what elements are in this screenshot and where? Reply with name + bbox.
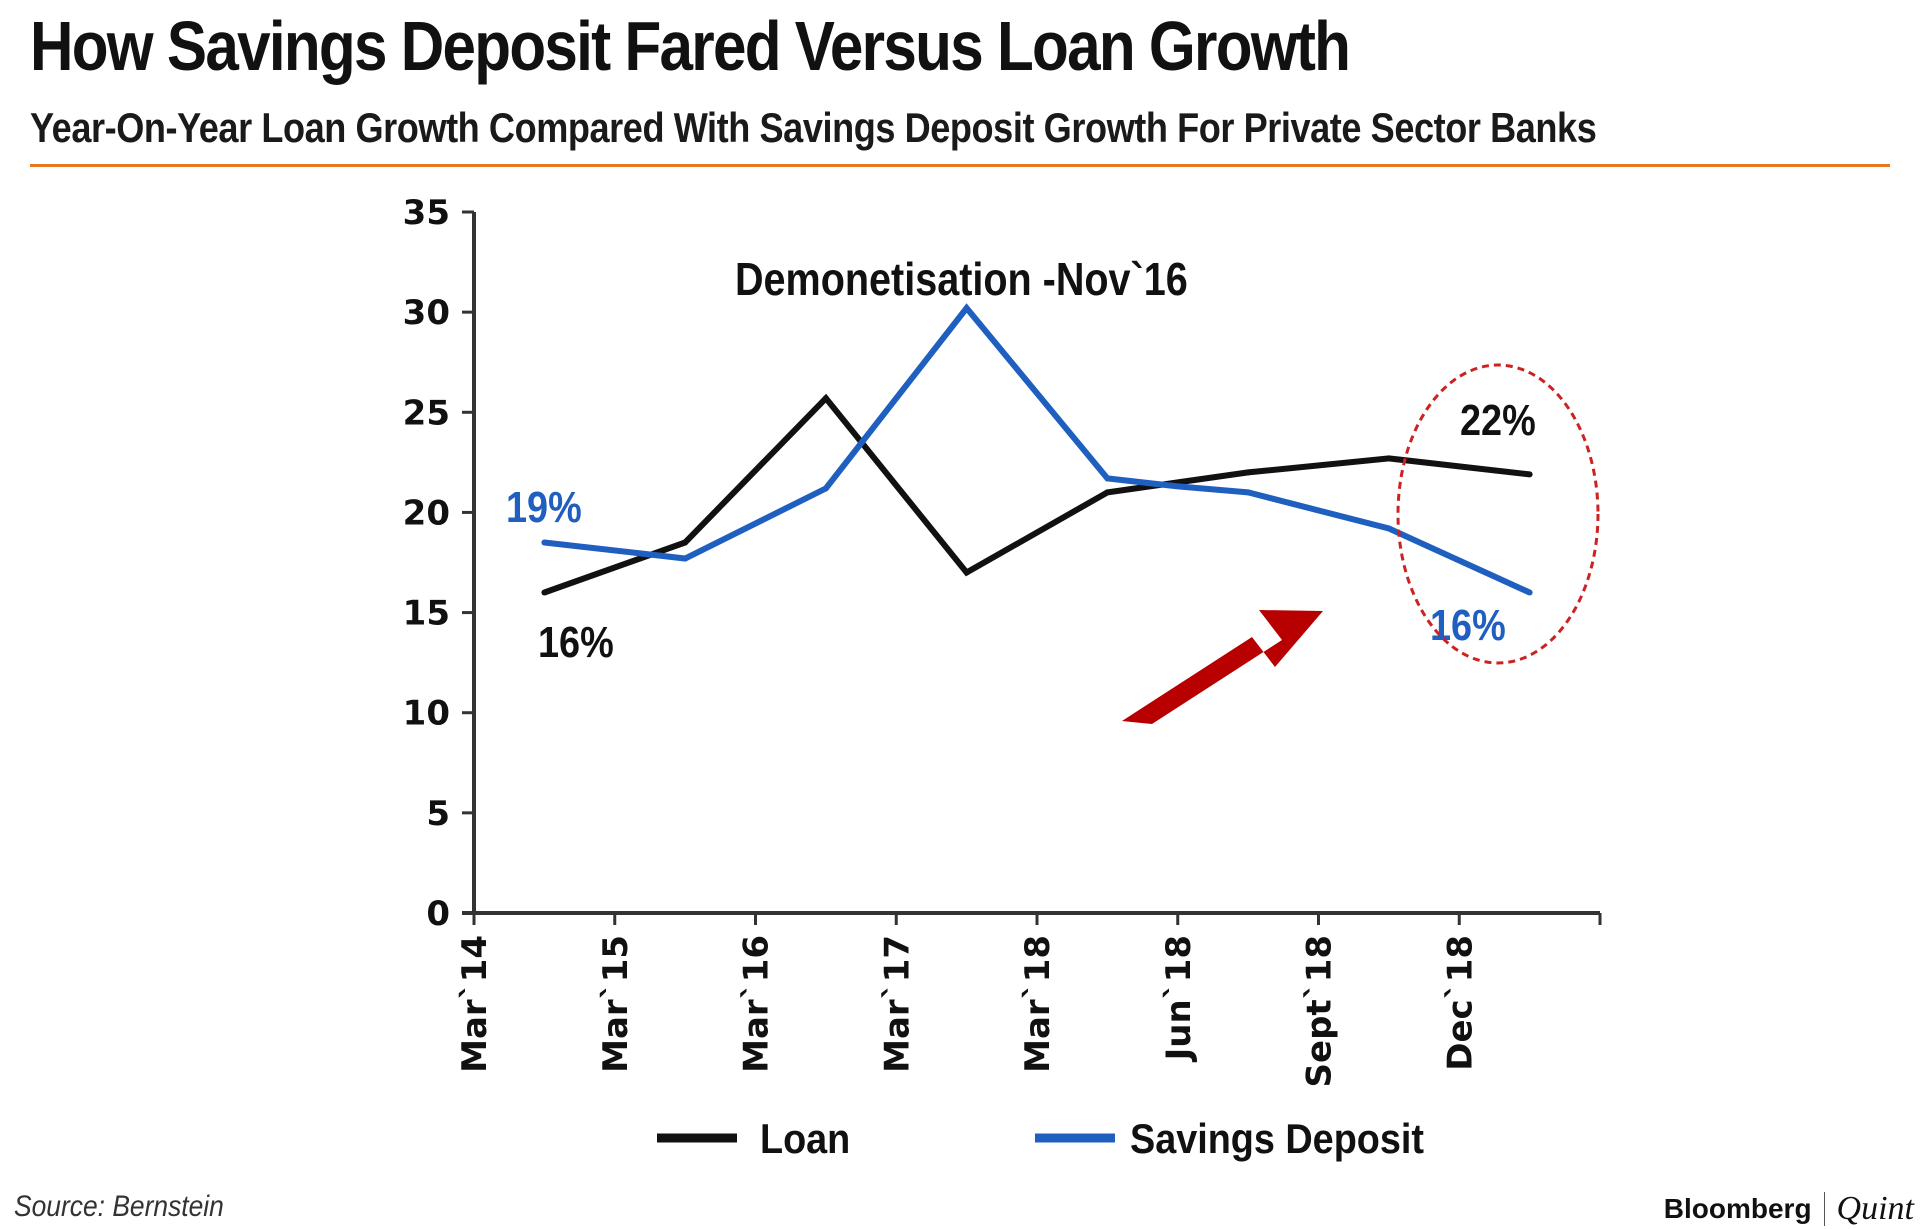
x-tick-label: Jun`18 — [1159, 935, 1199, 1062]
annotation-loan-end: 22% — [1460, 395, 1536, 444]
x-tick-label: Dec`18 — [1440, 935, 1480, 1071]
x-tick-label: Mar`15 — [596, 935, 636, 1073]
series-line-savings-deposit — [544, 303, 1531, 596]
annotation-loan-start: 16% — [538, 617, 614, 666]
y-tick-label: 20 — [403, 493, 450, 533]
x-tick-label: Sept`18 — [1300, 935, 1340, 1087]
y-tick-label: 0 — [426, 894, 450, 934]
chart-annotations: Demonetisation -Nov`16 19% 16% 22% 16% — [506, 254, 1600, 724]
legend-label-loan: Loan — [760, 1116, 850, 1162]
data-point-savings-deposit — [1104, 475, 1111, 482]
data-point-savings-deposit — [541, 539, 548, 546]
series-line-loan — [543, 393, 1530, 596]
x-tick-label: Mar`14 — [455, 935, 495, 1073]
chart-subtitle: Year-On-Year Loan Growth Compared With S… — [30, 104, 1597, 151]
chart-series — [541, 303, 1533, 596]
y-tick-label: 25 — [403, 393, 450, 433]
data-point-loan — [1104, 489, 1111, 496]
annotation-savings-end: 16% — [1430, 600, 1506, 649]
source-note: Source: Bernstein — [14, 1190, 224, 1223]
data-point-savings-deposit — [963, 305, 970, 312]
data-point-loan — [963, 569, 970, 576]
annotation-savings-start: 19% — [506, 482, 582, 531]
brand-primary: Bloomberg — [1663, 1193, 1812, 1224]
y-tick-label: 10 — [403, 694, 450, 734]
chart-title: How Savings Deposit Fared Versus Loan Gr… — [30, 7, 1351, 85]
brand-logo: Bloomberg Quint — [1664, 1190, 1914, 1228]
y-tick-label: 15 — [403, 594, 450, 634]
y-tick-label: 30 — [403, 293, 450, 333]
data-point-savings-deposit — [1526, 589, 1533, 596]
data-point-loan — [682, 539, 689, 546]
data-point-savings-deposit — [1385, 525, 1392, 532]
data-point-loan — [1385, 455, 1392, 462]
header-divider — [30, 164, 1890, 167]
brand-secondary: Quint — [1836, 1190, 1914, 1227]
y-tick-label: 35 — [403, 193, 450, 233]
x-tick-label: Mar`16 — [737, 935, 777, 1073]
annotation-demonetisation: Demonetisation -Nov`16 — [735, 254, 1188, 305]
data-point-savings-deposit — [1245, 489, 1252, 496]
x-tick-label: Mar`17 — [877, 935, 917, 1073]
chart-axes: 0 5 10 15 20 25 30 35 Mar`14 Mar`15 Mar`16 Mar`17 Ma… — [403, 193, 1602, 1087]
data-point-savings-deposit — [822, 485, 829, 492]
brand-separator — [1823, 1192, 1825, 1226]
legend-label-savings-deposit: Savings Deposit — [1130, 1116, 1424, 1162]
data-point-loan — [1245, 469, 1252, 476]
data-point-loan — [541, 589, 548, 596]
data-point-savings-deposit — [682, 555, 689, 562]
trend-arrow — [1122, 610, 1323, 724]
chart-legend: Loan Savings Deposit — [657, 1116, 1424, 1162]
y-tick-label: 5 — [426, 794, 450, 834]
data-point-loan — [1526, 471, 1533, 478]
data-point-loan — [822, 395, 829, 402]
x-tick-label: Mar`18 — [1018, 935, 1058, 1073]
highlight-ellipse — [1396, 363, 1600, 665]
